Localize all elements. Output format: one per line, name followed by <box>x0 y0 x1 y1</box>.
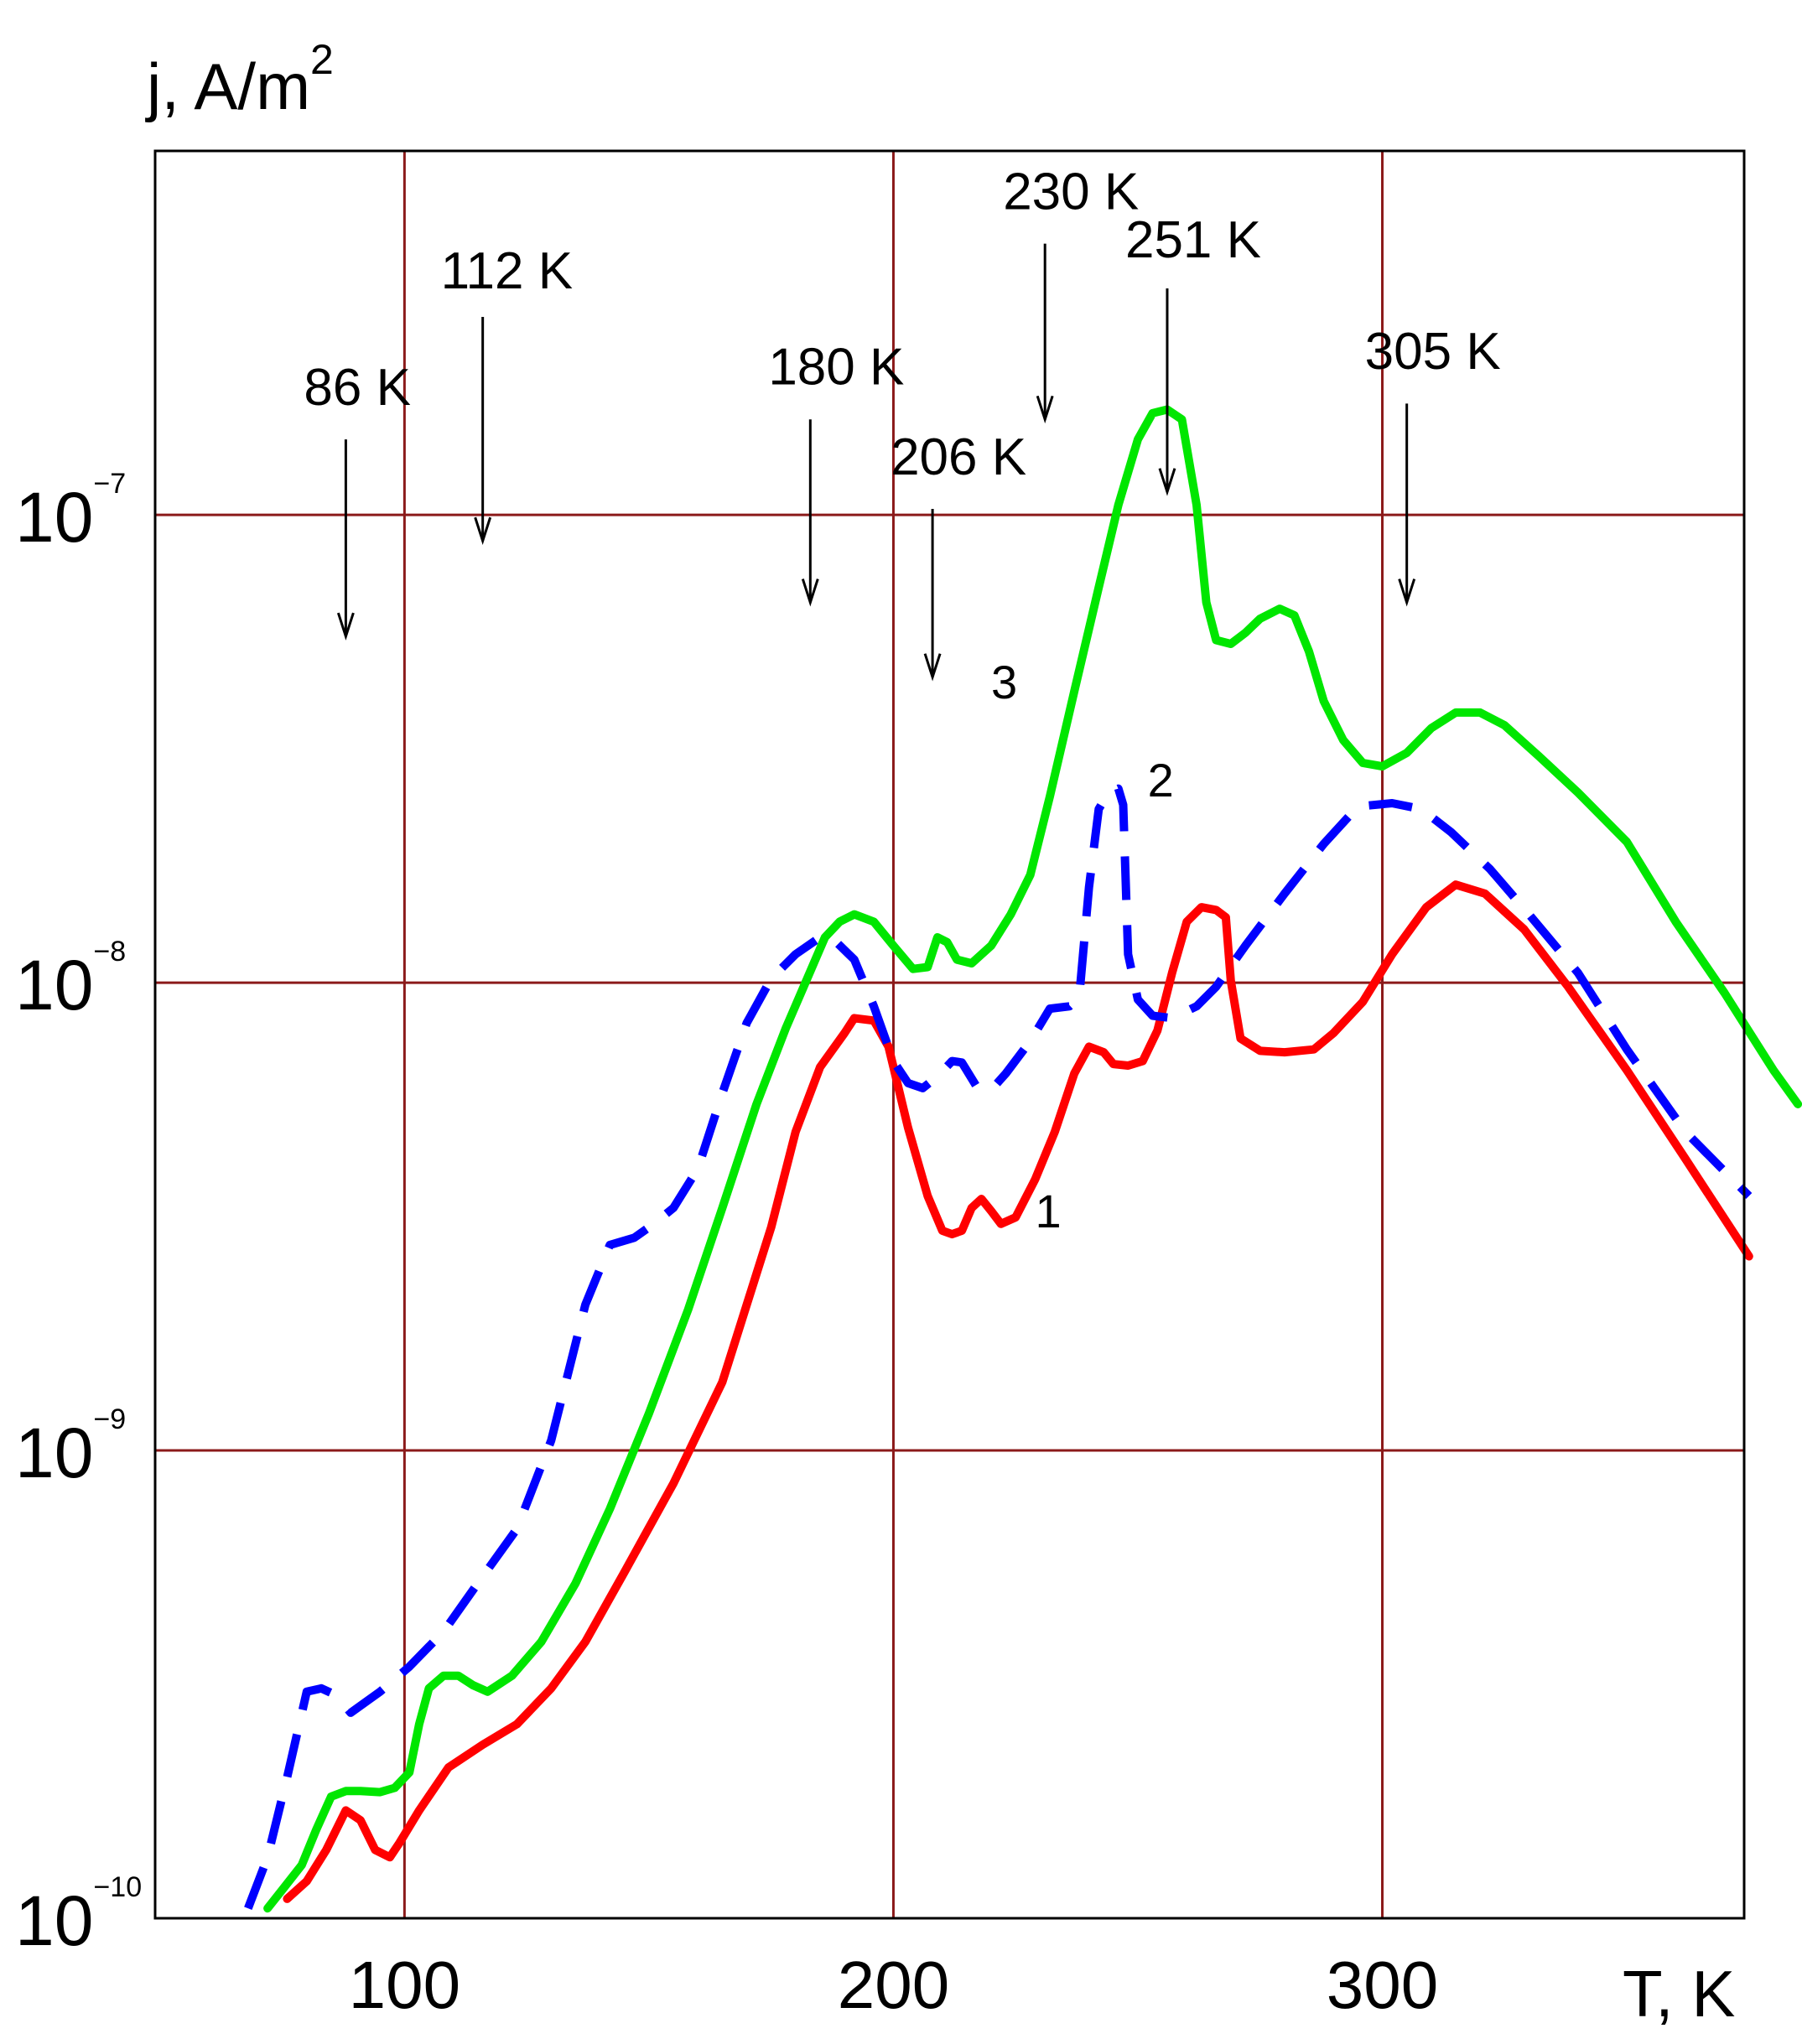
x-tick-label-200: 200 <box>838 1948 949 2022</box>
annotation-label-6: 305 K <box>1365 323 1501 381</box>
y-tick-label-−9: 10−9 <box>15 1403 126 1492</box>
plot-frame <box>153 149 1746 1920</box>
annotation-arrowhead-3 <box>923 653 942 682</box>
y-tick-label-−8: 10−8 <box>15 936 126 1025</box>
grid-lines <box>155 151 1744 1918</box>
annotation-arrowhead-0 <box>336 612 355 641</box>
annotation-arrowhead-1 <box>474 516 492 546</box>
annotation-label-2: 180 K <box>768 339 904 397</box>
annotation-label-1: 112 K <box>441 242 573 300</box>
y-axis-title: j, A/m2 <box>145 36 334 123</box>
series-3-line <box>263 405 1802 1913</box>
annotation-arrowhead-2 <box>801 578 819 607</box>
y-axis-title-text: j, A/m <box>145 49 310 123</box>
curve-labels: 1 2 3 <box>991 656 1174 1237</box>
annotation-label-3: 206 K <box>891 428 1026 486</box>
curve-label-2: 2 <box>1148 754 1174 807</box>
y-tick-label-−7: 10−7 <box>15 468 126 557</box>
annotation-arrowhead-6 <box>1398 578 1416 607</box>
curve-label-1: 1 <box>1036 1185 1062 1237</box>
annotation-label-4: 230 K <box>1003 163 1139 221</box>
tick-labels: 100 200 300 10−10 10−9 10−8 10−7 <box>15 468 1438 2022</box>
annotation-label-5: 251 K <box>1125 211 1261 269</box>
y-tick-label-−10: 10−10 <box>15 1871 142 1960</box>
x-tick-label-100: 100 <box>349 1948 460 2022</box>
x-axis-title: T, K <box>1623 1957 1735 2031</box>
series-2-line <box>244 784 1753 1910</box>
annotation-label-0: 86 K <box>304 359 411 417</box>
series-layer <box>244 405 1802 1913</box>
y-axis-title-superscript: 2 <box>310 36 334 83</box>
annotation-arrowhead-5 <box>1158 468 1176 496</box>
x-tick-label-300: 300 <box>1327 1948 1438 2022</box>
series-1-line <box>283 880 1753 1903</box>
annotation-arrowhead-4 <box>1036 395 1054 424</box>
curve-label-3: 3 <box>991 656 1017 708</box>
